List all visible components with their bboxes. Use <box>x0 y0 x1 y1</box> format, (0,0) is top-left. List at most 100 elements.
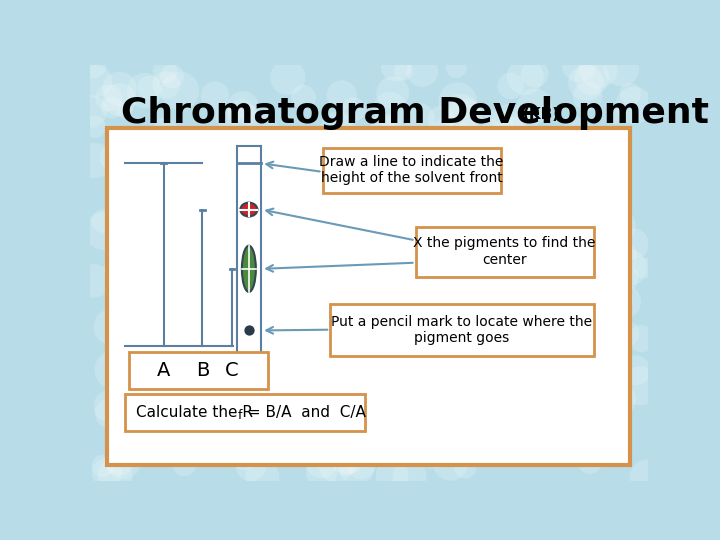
Text: (KB): (KB) <box>523 107 559 123</box>
Point <box>174 278 185 286</box>
Point <box>319 276 330 285</box>
Point <box>151 195 163 204</box>
Point <box>179 460 190 468</box>
Point <box>315 286 326 294</box>
Point <box>222 112 233 121</box>
Point <box>459 463 471 472</box>
Point <box>528 102 540 110</box>
Point <box>571 128 582 137</box>
Point <box>473 206 485 214</box>
Point <box>455 109 467 118</box>
Point <box>323 436 334 444</box>
Point <box>176 251 188 260</box>
Point <box>109 472 121 481</box>
Point <box>582 141 594 150</box>
Point <box>584 458 595 467</box>
Point <box>282 73 294 82</box>
Point <box>455 174 467 183</box>
Point <box>203 159 215 167</box>
Point <box>415 178 426 186</box>
Point <box>546 249 557 258</box>
Point <box>194 220 205 228</box>
Point <box>204 318 215 327</box>
Point <box>336 122 348 130</box>
Point <box>113 441 125 450</box>
Text: = B/A  and  C/A: = B/A and C/A <box>243 406 366 420</box>
Point <box>463 127 474 136</box>
Point <box>161 80 172 89</box>
Point <box>582 222 594 231</box>
Point <box>124 284 135 292</box>
Point <box>457 135 469 144</box>
Point <box>571 420 582 428</box>
Point <box>567 303 579 312</box>
Point <box>485 124 496 133</box>
Point <box>158 175 170 184</box>
Point <box>243 201 254 210</box>
Point <box>548 192 559 201</box>
Point <box>350 413 361 422</box>
Point <box>116 154 127 163</box>
Point <box>267 275 279 284</box>
Point <box>517 234 528 242</box>
Point <box>436 115 447 124</box>
Point <box>389 179 400 187</box>
Point <box>377 262 389 271</box>
Point <box>638 264 649 272</box>
Point <box>601 209 613 218</box>
Point <box>617 298 629 306</box>
Point <box>485 446 497 455</box>
Point <box>580 78 592 87</box>
Point <box>366 286 377 295</box>
Point <box>238 135 250 144</box>
Point <box>348 105 359 114</box>
Point <box>108 366 120 374</box>
Point <box>552 357 563 366</box>
Point <box>611 292 623 301</box>
Point <box>261 203 272 212</box>
Point <box>546 402 557 410</box>
Text: Draw a line to indicate the
height of the solvent front: Draw a line to indicate the height of th… <box>320 155 504 185</box>
Point <box>606 187 618 196</box>
Point <box>447 382 459 391</box>
Point <box>609 218 621 227</box>
Point <box>125 159 136 168</box>
Point <box>284 232 296 241</box>
Point <box>166 72 178 81</box>
Point <box>256 441 268 450</box>
Text: Put a pencil mark to locate where the
pigment goes: Put a pencil mark to locate where the pi… <box>331 315 593 345</box>
Point <box>517 207 528 216</box>
Point <box>340 241 351 250</box>
Point <box>570 350 581 359</box>
Point <box>603 424 615 433</box>
Point <box>220 389 231 397</box>
Point <box>535 303 546 312</box>
Point <box>85 107 96 116</box>
Point <box>583 271 595 280</box>
Point <box>329 274 341 282</box>
Point <box>307 163 318 172</box>
Point <box>166 232 178 241</box>
Point <box>238 321 250 329</box>
Point <box>592 145 603 154</box>
Point <box>531 151 542 159</box>
Point <box>258 124 269 132</box>
Point <box>376 437 387 445</box>
Point <box>467 366 478 374</box>
Point <box>149 345 161 353</box>
Point <box>213 213 225 222</box>
Point <box>284 165 295 174</box>
Point <box>212 174 224 183</box>
Ellipse shape <box>242 246 256 292</box>
Point <box>490 350 502 359</box>
Point <box>140 364 151 373</box>
Point <box>302 136 313 145</box>
Point <box>554 329 565 338</box>
Ellipse shape <box>240 202 258 217</box>
Point <box>142 252 153 260</box>
Point <box>268 309 279 318</box>
Point <box>504 117 516 125</box>
Point <box>616 65 627 73</box>
Point <box>286 438 297 447</box>
Point <box>621 329 632 338</box>
